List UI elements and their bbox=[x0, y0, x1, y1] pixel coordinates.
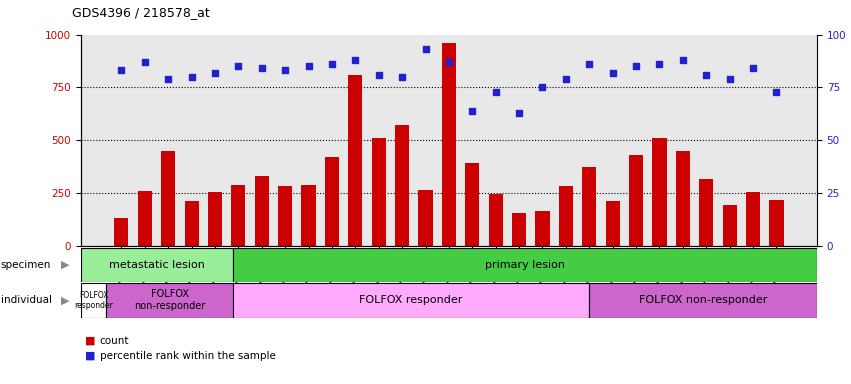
Point bbox=[325, 61, 339, 67]
Point bbox=[442, 59, 455, 65]
Bar bbox=[535, 211, 550, 246]
Point bbox=[278, 68, 292, 74]
Bar bbox=[700, 179, 713, 246]
Bar bbox=[161, 151, 175, 246]
Point bbox=[208, 70, 222, 76]
Bar bbox=[629, 155, 643, 246]
Bar bbox=[582, 167, 597, 246]
Point bbox=[138, 59, 151, 65]
Point bbox=[512, 110, 526, 116]
Text: specimen: specimen bbox=[1, 260, 51, 270]
Bar bbox=[231, 185, 245, 246]
Point bbox=[769, 89, 783, 95]
Bar bbox=[442, 43, 456, 246]
Text: metastatic lesion: metastatic lesion bbox=[109, 260, 205, 270]
Bar bbox=[81, 283, 106, 318]
Point bbox=[372, 72, 386, 78]
Bar bbox=[372, 138, 386, 246]
Point bbox=[115, 68, 129, 74]
Point bbox=[255, 65, 269, 71]
Point bbox=[185, 74, 198, 80]
Point bbox=[465, 108, 479, 114]
Bar bbox=[769, 200, 784, 246]
Text: primary lesion: primary lesion bbox=[485, 260, 565, 270]
Bar bbox=[114, 218, 129, 246]
Point bbox=[559, 76, 573, 82]
Bar bbox=[589, 283, 817, 318]
Bar bbox=[395, 126, 409, 246]
Bar bbox=[746, 192, 760, 246]
Text: ▶: ▶ bbox=[61, 260, 70, 270]
Point bbox=[676, 57, 689, 63]
Point bbox=[582, 61, 596, 67]
Text: ■: ■ bbox=[85, 336, 95, 346]
Text: count: count bbox=[100, 336, 129, 346]
Bar bbox=[208, 192, 222, 246]
Bar bbox=[348, 75, 363, 246]
Point bbox=[606, 70, 620, 76]
Bar bbox=[419, 190, 432, 246]
Point bbox=[535, 84, 549, 91]
Point bbox=[349, 57, 363, 63]
Bar bbox=[138, 191, 151, 246]
Bar bbox=[488, 194, 503, 246]
Point bbox=[700, 72, 713, 78]
Bar bbox=[722, 205, 737, 246]
Bar bbox=[465, 164, 479, 246]
Point bbox=[302, 63, 316, 70]
Bar bbox=[512, 213, 526, 246]
Text: ▶: ▶ bbox=[61, 295, 70, 305]
Text: individual: individual bbox=[1, 295, 52, 305]
Point bbox=[488, 89, 502, 95]
Bar bbox=[254, 176, 269, 246]
Bar bbox=[233, 248, 817, 282]
Point bbox=[396, 74, 409, 80]
Bar bbox=[106, 283, 233, 318]
Bar bbox=[185, 202, 198, 246]
Bar bbox=[676, 151, 690, 246]
Point bbox=[722, 76, 736, 82]
Text: percentile rank within the sample: percentile rank within the sample bbox=[100, 351, 276, 361]
Point bbox=[162, 76, 175, 82]
Bar bbox=[81, 248, 233, 282]
Point bbox=[653, 61, 666, 67]
Text: FOLFOX
non-responder: FOLFOX non-responder bbox=[134, 290, 205, 311]
Bar bbox=[233, 283, 589, 318]
Text: FOLFOX
responder: FOLFOX responder bbox=[74, 291, 113, 310]
Point bbox=[231, 63, 245, 70]
Text: FOLFOX non-responder: FOLFOX non-responder bbox=[638, 295, 767, 305]
Bar bbox=[653, 138, 666, 246]
Text: FOLFOX responder: FOLFOX responder bbox=[359, 295, 462, 305]
Text: GDS4396 / 218578_at: GDS4396 / 218578_at bbox=[72, 6, 210, 19]
Bar bbox=[301, 185, 316, 246]
Point bbox=[629, 63, 643, 70]
Point bbox=[746, 65, 760, 71]
Point bbox=[419, 46, 432, 53]
Bar bbox=[606, 202, 620, 246]
Text: ■: ■ bbox=[85, 351, 95, 361]
Bar bbox=[325, 157, 339, 246]
Bar bbox=[278, 185, 292, 246]
Bar bbox=[559, 185, 573, 246]
